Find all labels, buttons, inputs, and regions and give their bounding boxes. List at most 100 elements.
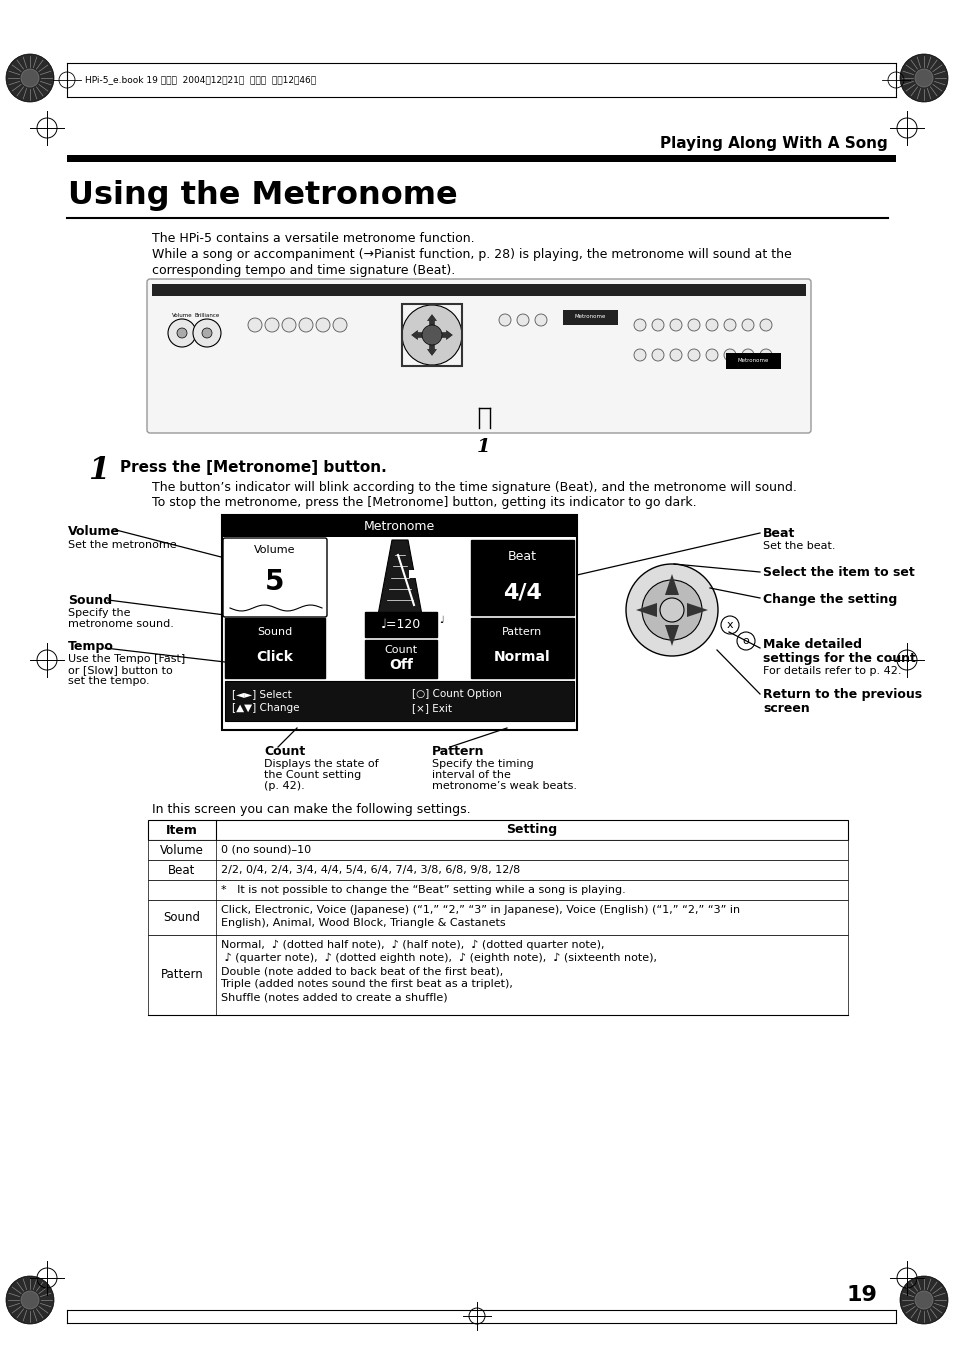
Circle shape (723, 349, 735, 361)
Text: Sound: Sound (68, 594, 112, 607)
Circle shape (193, 319, 221, 347)
Text: [○] Count Option: [○] Count Option (412, 689, 501, 698)
Text: Select the item to set: Select the item to set (762, 566, 914, 580)
Text: ♩=120: ♩=120 (380, 617, 420, 631)
Circle shape (705, 349, 718, 361)
Circle shape (899, 1275, 947, 1324)
Text: ♪ (quarter note),  ♪ (dotted eighth note),  ♪ (eighth note),  ♪ (sixteenth note): ♪ (quarter note), ♪ (dotted eighth note)… (221, 952, 657, 963)
Circle shape (421, 326, 441, 345)
Circle shape (6, 1275, 54, 1324)
Bar (401, 304, 461, 366)
Bar (222, 515, 577, 536)
Bar (148, 880, 847, 900)
Bar (148, 861, 847, 880)
Text: Count: Count (264, 744, 305, 758)
Circle shape (669, 349, 681, 361)
Circle shape (634, 319, 645, 331)
Text: the Count setting: the Count setting (264, 770, 361, 780)
Bar (365, 640, 436, 678)
Text: In this screen you can make the following settings.: In this screen you can make the followin… (152, 802, 470, 816)
Text: The HPi-5 contains a versatile metronome function.: The HPi-5 contains a versatile metronome… (152, 232, 475, 245)
Polygon shape (377, 540, 421, 615)
Bar (222, 515, 577, 730)
Text: interval of the: interval of the (432, 770, 511, 780)
Text: Specify the: Specify the (68, 608, 131, 617)
Text: set the tempo.: set the tempo. (68, 676, 150, 686)
Text: corresponding tempo and time signature (Beat).: corresponding tempo and time signature (… (152, 263, 455, 277)
Text: Metronome: Metronome (574, 315, 605, 319)
Text: The button’s indicator will blink according to the time signature (Beat), and th: The button’s indicator will blink accord… (152, 481, 796, 494)
Text: x: x (726, 620, 733, 630)
Circle shape (315, 317, 330, 332)
Circle shape (741, 349, 753, 361)
Circle shape (298, 317, 313, 332)
Circle shape (741, 319, 753, 331)
Text: Beat: Beat (507, 550, 537, 563)
Text: Click: Click (256, 650, 294, 663)
Text: Pattern: Pattern (502, 627, 542, 638)
Text: Use the Tempo [Fast]: Use the Tempo [Fast] (68, 654, 185, 663)
Text: [×] Exit: [×] Exit (412, 703, 452, 713)
Circle shape (21, 69, 39, 86)
Text: Double (note added to back beat of the first beat),: Double (note added to back beat of the f… (221, 966, 503, 975)
Circle shape (687, 319, 700, 331)
Text: Click, Electronic, Voice (Japanese) (“1,” “2,” “3” in Japanese), Voice (English): Click, Electronic, Voice (Japanese) (“1,… (221, 905, 740, 915)
Text: screen: screen (762, 703, 809, 715)
Text: Using the Metronome: Using the Metronome (68, 180, 457, 211)
Circle shape (517, 313, 529, 326)
Circle shape (6, 54, 54, 101)
Circle shape (641, 580, 701, 640)
FancyBboxPatch shape (147, 280, 810, 434)
Bar (148, 935, 847, 1015)
Circle shape (914, 1292, 932, 1309)
Text: Normal: Normal (494, 650, 550, 663)
Text: Beat: Beat (762, 527, 795, 540)
Text: Sound: Sound (163, 911, 200, 924)
Text: Pattern: Pattern (432, 744, 484, 758)
Text: 5: 5 (265, 567, 284, 596)
Circle shape (760, 319, 771, 331)
Circle shape (634, 349, 645, 361)
Text: [◄►] Select: [◄►] Select (232, 689, 292, 698)
Circle shape (202, 328, 212, 338)
Text: Change the setting: Change the setting (762, 593, 897, 607)
FancyArrow shape (427, 340, 436, 355)
Text: Volume: Volume (172, 313, 193, 317)
Bar (225, 617, 325, 678)
Circle shape (282, 317, 295, 332)
Circle shape (651, 319, 663, 331)
Circle shape (723, 319, 735, 331)
Text: Shuffle (notes added to create a shuffle): Shuffle (notes added to create a shuffle… (221, 992, 447, 1002)
Circle shape (651, 349, 663, 361)
Text: 0 (no sound)–10: 0 (no sound)–10 (221, 844, 311, 855)
Text: English), Animal, Wood Block, Triangle & Castanets: English), Animal, Wood Block, Triangle &… (221, 917, 505, 928)
Text: Sound: Sound (257, 627, 293, 638)
Circle shape (498, 313, 511, 326)
Text: 4/4: 4/4 (502, 582, 541, 603)
Text: Count: Count (384, 644, 417, 655)
Text: While a song or accompaniment (→Pianist function, p. 28) is playing, the metrono: While a song or accompaniment (→Pianist … (152, 249, 791, 261)
Text: Volume: Volume (68, 526, 120, 538)
Polygon shape (664, 574, 679, 594)
Circle shape (899, 54, 947, 101)
Circle shape (914, 69, 932, 86)
Circle shape (687, 349, 700, 361)
Text: Playing Along With A Song: Playing Along With A Song (659, 136, 887, 151)
FancyArrow shape (436, 331, 452, 339)
Circle shape (705, 319, 718, 331)
Circle shape (625, 563, 718, 657)
Text: Brilliance: Brilliance (194, 313, 219, 317)
Text: settings for the count: settings for the count (762, 653, 915, 665)
Bar (725, 353, 781, 369)
Text: 1: 1 (476, 438, 490, 457)
Text: To stop the metronome, press the [Metronome] button, getting its indicator to go: To stop the metronome, press the [Metron… (152, 496, 696, 509)
Text: Set the metronome: Set the metronome (68, 540, 176, 550)
FancyArrow shape (411, 331, 426, 339)
Circle shape (333, 317, 347, 332)
Text: 1: 1 (88, 455, 110, 486)
Text: Specify the timing: Specify the timing (432, 759, 533, 769)
Bar (225, 681, 574, 721)
Circle shape (177, 328, 187, 338)
Circle shape (659, 598, 683, 621)
Text: Normal,  ♪ (dotted half note),  ♪ (half note),  ♪ (dotted quarter note),: Normal, ♪ (dotted half note), ♪ (half no… (221, 940, 604, 950)
